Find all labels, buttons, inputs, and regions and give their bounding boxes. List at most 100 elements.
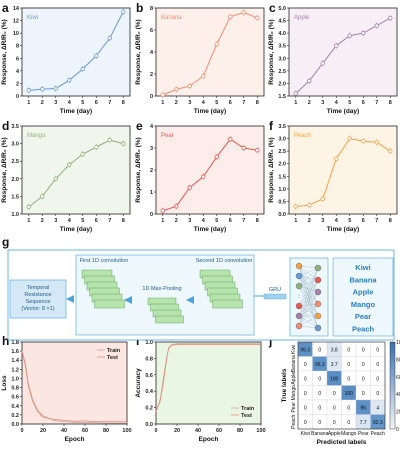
y-tick-label-i-3: 0.6 xyxy=(145,373,153,379)
x-tick-label-d-7: 8 xyxy=(122,218,125,224)
cm-y-label-5: Peach xyxy=(291,414,297,428)
data-point-a-7 xyxy=(121,9,126,14)
y-tick-label-b-0: 0 xyxy=(150,94,153,100)
gru-label: GRU xyxy=(269,287,281,293)
data-point-f-7 xyxy=(388,148,393,154)
y-tick-label-b-4: 8 xyxy=(150,6,153,12)
y-axis-label-e: Response, ΔR/R₀ (%) xyxy=(135,137,142,202)
plot-frame-h xyxy=(21,341,128,425)
x-tick-label-i-0: 0 xyxy=(154,428,157,434)
y-tick-label-h-5: 1.0 xyxy=(11,376,19,382)
edge-2-1 xyxy=(298,279,319,287)
legend-train-i: Train xyxy=(241,406,255,412)
cm-value-1-1: 96.3 xyxy=(315,362,325,368)
x-tick-label-h-0: 0 xyxy=(20,428,23,434)
cm-value-1-4: 0 xyxy=(362,362,365,368)
panel-label-i: i xyxy=(136,334,139,348)
x-tick-label-e-3: 4 xyxy=(202,218,206,224)
y-axis-label-b: Response, ΔR/R₀ (%) xyxy=(135,19,142,84)
data-point-b-3 xyxy=(201,73,206,79)
cm-value-0-3: 0 xyxy=(347,347,350,353)
x-tick-label-f-4: 5 xyxy=(348,218,351,224)
cm-value-4-1: 0 xyxy=(318,405,321,411)
data-point-a-3 xyxy=(67,78,72,83)
y-tick-label-a-4: 8 xyxy=(16,44,19,50)
edge-0-0 xyxy=(298,265,319,269)
output-node-3 xyxy=(314,300,322,308)
x-tick-label-b-0: 1 xyxy=(161,100,164,106)
input-node-3 xyxy=(295,302,303,310)
x-tick-label-b-4: 5 xyxy=(215,100,218,106)
y-tick-label-d-1: 1.5 xyxy=(11,194,19,200)
y-tick-label-e-1: 1 xyxy=(150,190,153,196)
test-line-i xyxy=(155,344,261,412)
series-line-c xyxy=(295,17,391,94)
y-tick-label-h-2: 0.4 xyxy=(11,404,20,410)
y-tick-label-h-9: 1.8 xyxy=(11,340,19,346)
y-tick-label-h-7: 1.4 xyxy=(11,358,20,364)
cm-value-1-5: 0 xyxy=(376,362,379,368)
output-label-3: Mango xyxy=(351,300,376,309)
y-tick-label-e-2: 2 xyxy=(150,168,153,174)
data-point-b-4 xyxy=(214,42,219,47)
data-point-e-3 xyxy=(201,174,206,179)
data-point-e-0 xyxy=(160,208,165,213)
cm-value-2-0: 0 xyxy=(304,376,307,382)
cm-value-5-3: 0 xyxy=(347,420,350,426)
edge-3-3 xyxy=(298,303,319,307)
x-tick-label-i-5: 100 xyxy=(256,428,265,434)
x-tick-label-h-4: 80 xyxy=(103,428,109,434)
plot-area-b xyxy=(156,8,264,96)
panel-label-c: c xyxy=(269,1,276,15)
edge-3-5 xyxy=(298,305,319,329)
x-tick-label-i-1: 20 xyxy=(174,428,180,434)
y-tick-label-h-3: 0.6 xyxy=(11,395,19,401)
x-tick-label-f-2: 3 xyxy=(321,218,324,224)
colorbar-tick-3: 60 xyxy=(396,375,400,381)
y-tick-label-d-4: 3.0 xyxy=(11,142,19,148)
panel-label-d: d xyxy=(2,119,9,133)
series-line-e xyxy=(162,138,258,212)
input-node-4 xyxy=(295,312,303,320)
x-axis-label-i: Epoch xyxy=(199,436,219,443)
output-node-1 xyxy=(314,276,322,284)
x-tick-label-a-3: 4 xyxy=(68,100,72,106)
output-label-1: Banana xyxy=(349,275,377,284)
cm-value-2-3: 0 xyxy=(347,376,350,382)
panel-label-g: g xyxy=(2,235,9,249)
edge-1-3 xyxy=(298,275,319,305)
y-tick-label-b-3: 6 xyxy=(150,28,153,34)
cm-x-label-0: Kiwi xyxy=(301,431,310,437)
cm-value-5-4: 7.7 xyxy=(360,420,367,426)
cm-y-axis-label: True labels xyxy=(281,368,288,402)
y-tick-label-h-8: 1.6 xyxy=(11,349,19,355)
edge-2-2 xyxy=(298,285,319,293)
x-tick-label-e-1: 2 xyxy=(175,218,178,224)
output-label-0: Kiwi xyxy=(355,263,370,272)
plot-frame-a xyxy=(21,7,131,97)
x-tick-label-c-1: 2 xyxy=(308,100,311,106)
x-axis-label-c: Time (day) xyxy=(327,108,359,115)
output-label-4: Pear xyxy=(355,312,371,321)
colorbar-tick-0: 0 xyxy=(396,427,399,433)
x-axis-label-f: Time (day) xyxy=(327,226,359,233)
data-point-d-7 xyxy=(121,141,126,146)
pool-label: 1D Max-Pooling xyxy=(142,286,181,292)
chart-d: 1.0 1.5 2.0 2.5 3.0 3.5 1 2 3 4 5 6 7 8 Time (day) Resp… xyxy=(1,124,131,233)
x-tick-label-b-1: 2 xyxy=(175,100,178,106)
train-line-h xyxy=(21,351,127,424)
y-tick-label-i-0: 0.0 xyxy=(145,422,153,428)
y-tick-label-d-2: 2.0 xyxy=(11,177,19,183)
y-tick-label-e-3: 3 xyxy=(150,146,153,152)
panel-label-a: a xyxy=(2,1,9,15)
y-tick-label-h-1: 0.2 xyxy=(11,413,19,419)
legend-test-i: Test xyxy=(241,413,252,419)
cm-value-5-2: 0 xyxy=(333,420,336,426)
chart-title-b: Banana xyxy=(161,15,182,21)
output-block xyxy=(332,257,394,337)
x-tick-label-d-0: 1 xyxy=(27,218,30,224)
colorbar-tick-5: 100 xyxy=(396,340,400,346)
y-tick-label-h-4: 0.8 xyxy=(11,386,19,392)
data-point-e-5 xyxy=(228,136,233,142)
y-tick-label-c-1: 2.0 xyxy=(278,81,286,87)
